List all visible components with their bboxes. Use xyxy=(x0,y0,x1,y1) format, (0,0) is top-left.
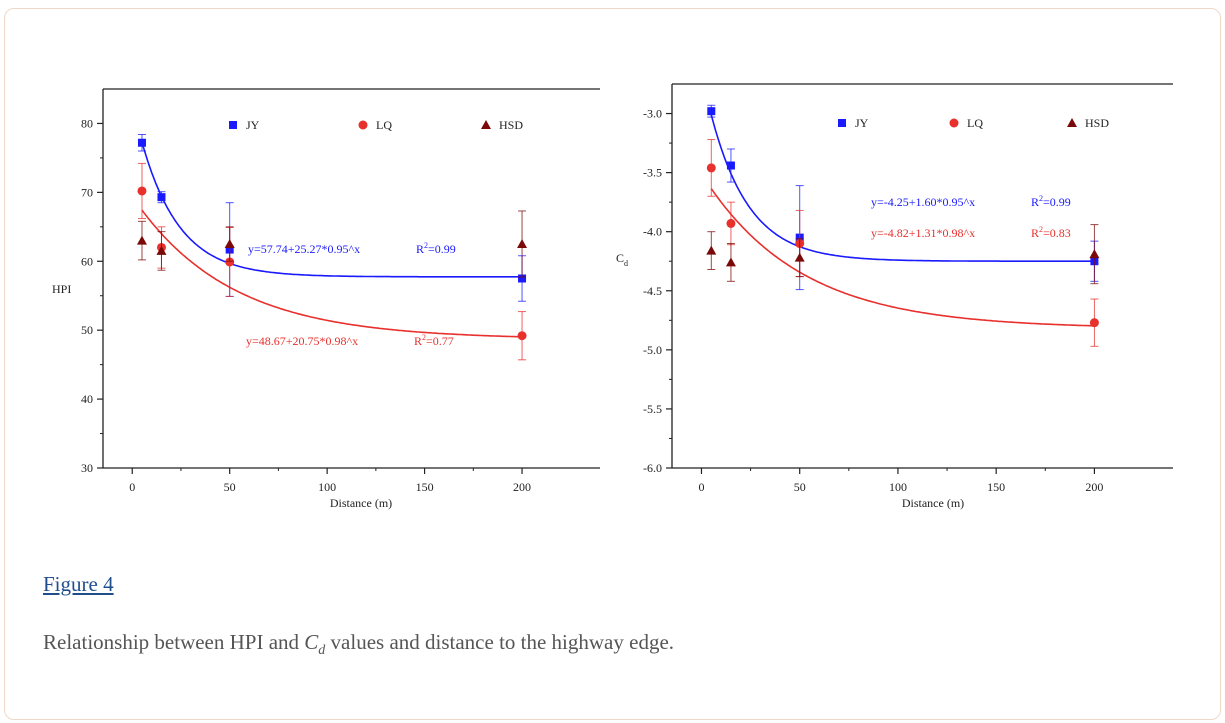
data-point-lq xyxy=(1089,318,1099,328)
data-point-hsd xyxy=(1089,249,1100,259)
data-point-hsd xyxy=(706,245,717,255)
x-tick-label: 200 xyxy=(513,480,531,494)
r-squared-superscript: 2 xyxy=(424,241,428,250)
r-squared-superscript: 2 xyxy=(1039,194,1043,203)
x-tick-label: 100 xyxy=(889,480,907,494)
legend-label-lq: LQ xyxy=(967,116,983,130)
data-point-jy xyxy=(518,274,527,283)
data-point-jy xyxy=(726,161,735,170)
data-point-hsd xyxy=(224,239,235,249)
caption-text-after: values and distance to the highway edge. xyxy=(325,630,675,654)
fit-curve-lq xyxy=(710,188,1095,327)
r-squared-superscript: 2 xyxy=(1039,225,1043,234)
x-tick-label: 200 xyxy=(1085,480,1103,494)
y-tick-label: 60 xyxy=(81,254,93,268)
y-axis-label: HPI xyxy=(52,282,71,296)
r-squared-superscript: 2 xyxy=(422,333,426,342)
x-tick-label: 0 xyxy=(698,480,704,494)
data-point-hsd xyxy=(136,235,147,245)
y-tick-label: 50 xyxy=(81,323,93,337)
y-axis-label-subscript: d xyxy=(624,259,628,268)
y-axis-label: Cd xyxy=(616,251,628,268)
legend-marker-lq xyxy=(949,118,959,128)
data-point-hsd xyxy=(725,257,736,267)
data-point-jy xyxy=(157,193,166,202)
legend-label-lq: LQ xyxy=(376,118,392,132)
y-tick-label: -4.5 xyxy=(643,284,662,298)
y-tick-label: 30 xyxy=(81,461,93,475)
y-tick-label: -3.5 xyxy=(643,166,662,180)
fit-equation-jy: y=-4.25+1.60*0.95^x xyxy=(871,195,975,209)
data-point-hsd xyxy=(156,245,167,255)
data-point-lq xyxy=(225,257,235,267)
data-point-hsd xyxy=(517,239,528,249)
x-tick-label: 150 xyxy=(416,480,434,494)
y-tick-label: -4.0 xyxy=(643,225,662,239)
legend-marker-hsd xyxy=(481,120,491,129)
charts-canvas: 30 40 50 60 70 80 0 50 100 150 200 Distance (m) HPI J… xyxy=(52,83,1173,510)
fit-curve-jy xyxy=(710,114,1095,262)
r-squared-lq: R2=0.83 xyxy=(1031,225,1071,240)
y-tick-label: 80 xyxy=(81,116,93,130)
r-squared-value: =0.83 xyxy=(1043,226,1071,240)
caption-text-before: Relationship between HPI and xyxy=(43,630,305,654)
y-tick-label: -5.5 xyxy=(643,402,662,416)
r-squared-symbol: R xyxy=(1031,226,1039,240)
r-squared-value: =0.99 xyxy=(1043,195,1071,209)
y-tick-label: 40 xyxy=(81,392,93,406)
figure-card xyxy=(4,8,1221,720)
r-squared-symbol: R xyxy=(1031,195,1039,209)
legend-marker-jy xyxy=(838,119,846,127)
caption-subscript: d xyxy=(318,643,326,659)
data-point-jy xyxy=(707,107,716,116)
r-squared-symbol: R xyxy=(414,334,422,348)
fit-curve-jy xyxy=(141,141,522,278)
y-tick-label: -6.0 xyxy=(643,461,662,475)
x-tick-label: 0 xyxy=(129,480,135,494)
fit-equation-lq: y=-4.82+1.31*0.98^x xyxy=(871,226,975,240)
r-squared-value: =0.99 xyxy=(428,242,456,256)
data-point-lq xyxy=(706,163,716,173)
y-tick-label: 70 xyxy=(81,185,93,199)
legend-label-hsd: HSD xyxy=(499,118,523,132)
legend-marker-hsd xyxy=(1067,118,1077,127)
x-tick-label: 50 xyxy=(794,480,806,494)
legend-marker-jy xyxy=(229,121,237,129)
data-point-hsd xyxy=(794,252,805,262)
caption-symbol: C xyxy=(304,630,319,654)
x-axis-label: Distance (m) xyxy=(330,496,392,510)
x-tick-label: 100 xyxy=(318,480,336,494)
x-tick-label: 150 xyxy=(987,480,1005,494)
legend-label-jy: JY xyxy=(855,116,869,130)
figure-caption: Relationship between HPI and Cd values a… xyxy=(43,630,674,659)
data-point-lq xyxy=(726,218,736,228)
r-squared-lq: R2=0.77 xyxy=(414,333,454,348)
r-squared-jy: R2=0.99 xyxy=(416,241,456,256)
x-axis-label: Distance (m) xyxy=(902,496,964,510)
fit-equation-jy: y=57.74+25.27*0.95^x xyxy=(248,242,360,256)
x-tick-label: 50 xyxy=(224,480,236,494)
r-squared-jy: R2=0.99 xyxy=(1031,194,1071,209)
data-point-lq xyxy=(517,331,527,341)
legend-label-jy: JY xyxy=(246,118,260,132)
fit-equation-lq: y=48.67+20.75*0.98^x xyxy=(246,334,358,348)
r-squared-value: =0.77 xyxy=(426,334,454,348)
data-point-lq xyxy=(137,186,147,196)
figure-link[interactable]: Figure 4 xyxy=(43,572,114,596)
fit-curve-lq xyxy=(141,209,522,338)
legend-label-hsd: HSD xyxy=(1085,116,1109,130)
legend-marker-lq xyxy=(358,120,368,130)
data-point-jy xyxy=(137,138,146,147)
y-tick-label: -3.0 xyxy=(643,107,662,121)
y-tick-label: -5.0 xyxy=(643,343,662,357)
r-squared-symbol: R xyxy=(416,242,424,256)
